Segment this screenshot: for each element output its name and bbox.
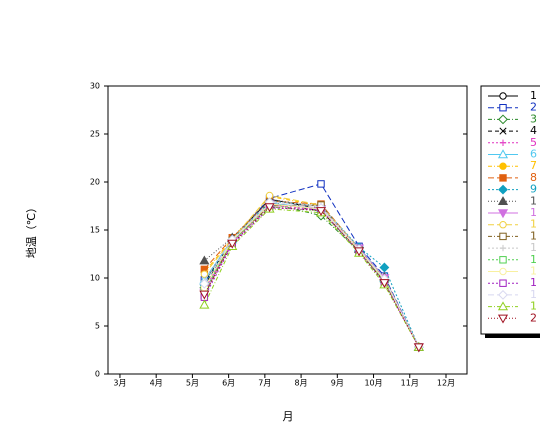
legend-marker bbox=[499, 256, 507, 264]
marker bbox=[353, 247, 365, 257]
legend-label: 8 bbox=[530, 171, 537, 184]
x-tick-label: 8月 bbox=[295, 379, 308, 388]
marker bbox=[264, 203, 275, 213]
marker bbox=[379, 262, 390, 273]
x-tick-label: 5月 bbox=[186, 379, 199, 388]
x-tick-label: 6月 bbox=[222, 379, 235, 388]
legend-marker bbox=[498, 184, 508, 195]
legend-marker bbox=[499, 267, 507, 276]
marker bbox=[199, 278, 210, 289]
legend-label: 1 bbox=[530, 229, 537, 242]
legend-label: 1 bbox=[530, 288, 537, 301]
x-tick-label: 7月 bbox=[258, 379, 271, 388]
series-line bbox=[203, 194, 420, 348]
x-tick-label: 10月 bbox=[364, 379, 382, 388]
marker bbox=[317, 180, 325, 188]
legend-marker bbox=[497, 314, 509, 324]
legend-marker bbox=[499, 127, 507, 135]
legend-label: 6 bbox=[530, 148, 537, 161]
legend-marker bbox=[499, 92, 507, 100]
legend-marker bbox=[498, 114, 508, 125]
x-axis-label: 月 bbox=[283, 410, 294, 423]
marker bbox=[379, 279, 390, 289]
legend-label: 4 bbox=[530, 124, 537, 137]
y-tick-label: 15 bbox=[90, 226, 100, 235]
y-axis-label: 地温（℃） bbox=[25, 202, 38, 258]
marker bbox=[200, 270, 209, 278]
legend-marker bbox=[499, 279, 507, 287]
legend-label: 2 bbox=[530, 311, 537, 324]
marker bbox=[199, 255, 210, 265]
legend-label: 1 bbox=[530, 241, 537, 254]
legend-marker bbox=[499, 104, 507, 112]
legend-label: 1 bbox=[530, 194, 537, 207]
x-tick-label: 11月 bbox=[401, 379, 419, 388]
legend-marker bbox=[497, 209, 509, 219]
legend-marker bbox=[499, 174, 507, 182]
x-tick-label: 12月 bbox=[437, 379, 455, 388]
legend-marker bbox=[497, 301, 509, 311]
y-tick-label: 0 bbox=[95, 370, 100, 379]
series-line bbox=[203, 195, 420, 348]
legend-label: 1 bbox=[530, 218, 537, 231]
legend-label: 1 bbox=[530, 265, 537, 278]
x-tick-label: 4月 bbox=[150, 379, 163, 388]
legend-label: 1 bbox=[530, 206, 537, 219]
legend-label: 9 bbox=[530, 183, 537, 196]
y-tick-label: 30 bbox=[90, 82, 100, 91]
y-tick-label: 20 bbox=[90, 178, 100, 187]
legend-label: 1 bbox=[530, 300, 537, 313]
legend-box bbox=[480, 85, 540, 335]
marker bbox=[199, 290, 210, 300]
marker bbox=[315, 207, 327, 217]
plot-frame bbox=[107, 85, 468, 375]
legend-label: 2 bbox=[530, 101, 537, 114]
marker bbox=[227, 239, 238, 249]
legend-label: 3 bbox=[530, 112, 537, 125]
legend-marker bbox=[498, 289, 508, 300]
y-tick-label: 10 bbox=[90, 274, 100, 283]
legend-marker bbox=[499, 221, 507, 229]
marker bbox=[413, 343, 424, 353]
y-tick-label: 5 bbox=[95, 322, 100, 331]
x-tick-label: 9月 bbox=[331, 379, 344, 388]
legend-label: 1 bbox=[530, 253, 537, 266]
legend-marker bbox=[499, 244, 507, 252]
legend-marker bbox=[497, 196, 509, 205]
legend-label: 7 bbox=[530, 159, 537, 172]
legend-marker bbox=[499, 139, 507, 146]
marker bbox=[199, 299, 210, 309]
legend-marker bbox=[497, 149, 509, 159]
legend-marker bbox=[499, 162, 507, 170]
legend-label: 1 bbox=[530, 276, 537, 289]
legend-label: 5 bbox=[530, 136, 537, 149]
legend-marker bbox=[499, 232, 507, 241]
y-tick-label: 25 bbox=[90, 130, 100, 139]
x-tick-label: 3月 bbox=[113, 379, 126, 388]
legend-label: 1 bbox=[530, 89, 537, 102]
